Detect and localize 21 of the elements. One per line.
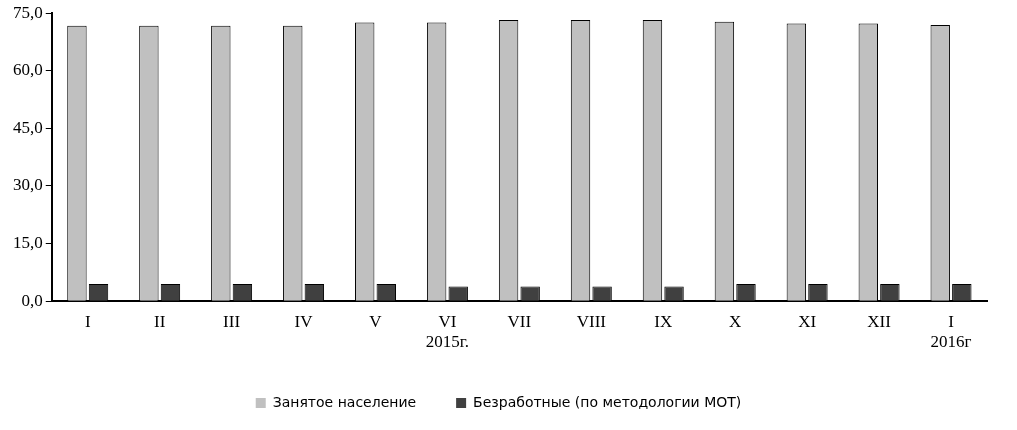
x-tick-label: II [154,311,166,331]
y-tick-label: 45,0 [13,117,43,137]
x-tick-label: V [369,311,383,331]
legend-label: Занятое население [272,393,417,410]
y-tick-label: 0,0 [21,290,43,310]
x-tick-label: VI 2015г. [425,311,470,352]
x-tick-label: VIII [576,311,607,331]
x-tick-label: XI [798,311,817,331]
x-tick-label: IV [294,311,314,331]
x-tick-label: X [729,311,742,331]
y-tick-label: 30,0 [13,175,43,195]
y-tick-label: 60,0 [13,60,43,80]
x-tick-label: IX [654,311,673,331]
y-tick-label: 75,0 [13,2,43,22]
legend-label: Безработные (по методологии МОТ) [473,393,742,410]
x-tick-label: VII [507,311,532,331]
x-tick-label: I [84,311,91,331]
y-tick-label: 15,0 [13,233,43,253]
x-tick-label: I 2016г [930,311,972,352]
x-tick-label: III [223,311,241,331]
x-tick-label: XII [867,311,892,331]
